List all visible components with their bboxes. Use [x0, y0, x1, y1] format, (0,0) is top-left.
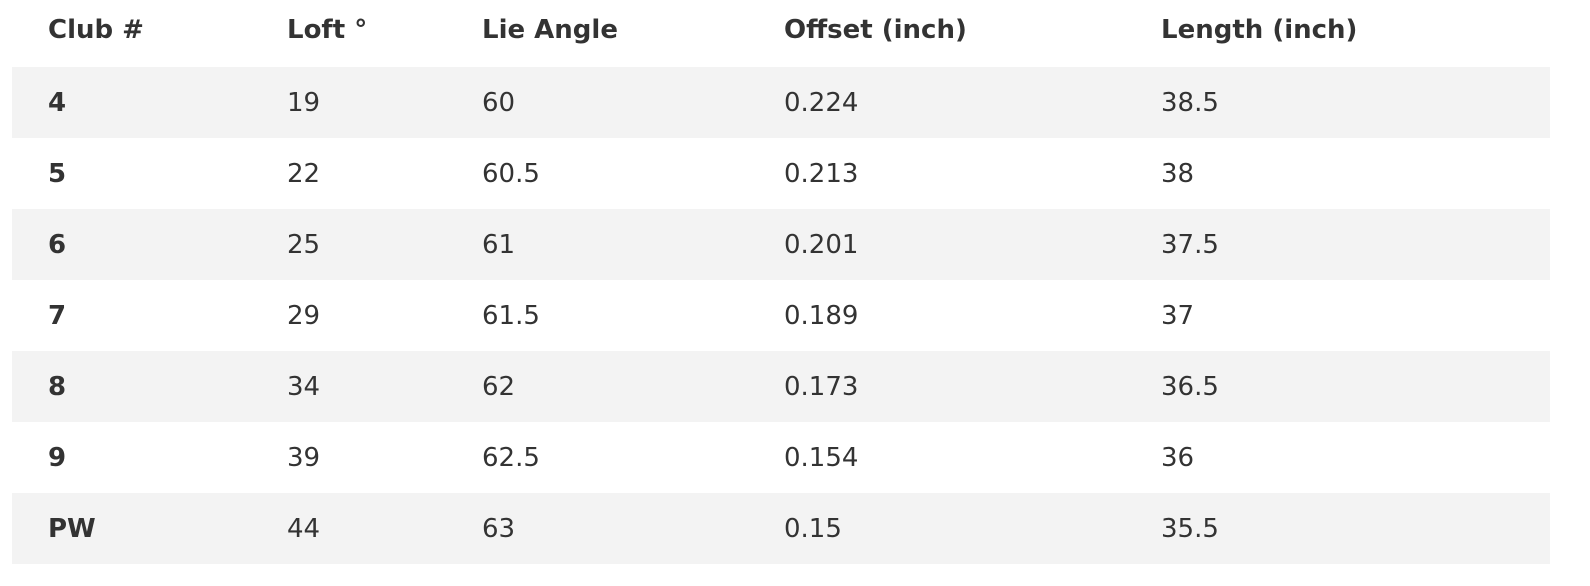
table-row: 8 34 62 0.173 36.5 [12, 351, 1550, 422]
table-cell: 62.5 [482, 442, 540, 473]
table-cell: 6 [48, 229, 67, 260]
table-cell: 0.189 [784, 300, 859, 331]
table-cell: 0.201 [784, 229, 859, 260]
table-cell: 0.15 [784, 513, 842, 544]
table-body: 4 19 60 0.224 38.5 5 22 60.5 0.213 38 6 25 61 0.201 37… [12, 67, 1550, 564]
table-cell: 38.5 [1161, 87, 1219, 118]
table-cell: 36.5 [1161, 371, 1219, 402]
table-cell: 5 [48, 158, 67, 189]
table-cell: 37.5 [1161, 229, 1219, 260]
table-cell: 62 [482, 371, 516, 402]
table-row: PW 44 63 0.15 35.5 [12, 493, 1550, 564]
table-row: 7 29 61.5 0.189 37 [12, 280, 1550, 351]
table-cell: 61 [482, 229, 516, 260]
table-cell: 29 [287, 300, 321, 331]
table-row: 4 19 60 0.224 38.5 [12, 67, 1550, 138]
table-row: 6 25 61 0.201 37.5 [12, 209, 1550, 280]
table-cell: 38 [1161, 158, 1195, 189]
table-cell: 8 [48, 371, 67, 402]
table-cell: 7 [48, 300, 67, 331]
table-cell: 0.173 [784, 371, 859, 402]
table-cell: 44 [287, 513, 321, 544]
table-cell: 34 [287, 371, 321, 402]
table-cell: PW [48, 513, 96, 544]
table-cell: 61.5 [482, 300, 540, 331]
header-cell: Club # [48, 14, 144, 45]
table-cell: 9 [48, 442, 67, 473]
table-cell: 37 [1161, 300, 1195, 331]
specs-table: Club # Loft ° Lie Angle Offset (inch) Length… [12, 0, 1550, 564]
table-cell: 0.154 [784, 442, 859, 473]
header-cell: Loft ° [287, 14, 368, 45]
table-row: 5 22 60.5 0.213 38 [12, 138, 1550, 209]
table-cell: 60.5 [482, 158, 540, 189]
table-header: Club # Loft ° Lie Angle Offset (inch) Length… [12, 0, 1550, 67]
table-cell: 19 [287, 87, 321, 118]
table-cell: 22 [287, 158, 321, 189]
table-cell: 63 [482, 513, 516, 544]
table-cell: 25 [287, 229, 321, 260]
table-cell: 39 [287, 442, 321, 473]
header-cell: Offset (inch) [784, 14, 967, 45]
table-cell: 4 [48, 87, 67, 118]
header-row: Club # Loft ° Lie Angle Offset (inch) Length… [12, 0, 1550, 67]
table-cell: 60 [482, 87, 516, 118]
table-cell: 36 [1161, 442, 1195, 473]
header-cell: Length (inch) [1161, 14, 1358, 45]
table-cell: 0.224 [784, 87, 859, 118]
table-row: 9 39 62.5 0.154 36 [12, 422, 1550, 493]
table-cell: 35.5 [1161, 513, 1219, 544]
table-cell: 0.213 [784, 158, 859, 189]
header-cell: Lie Angle [482, 14, 618, 45]
